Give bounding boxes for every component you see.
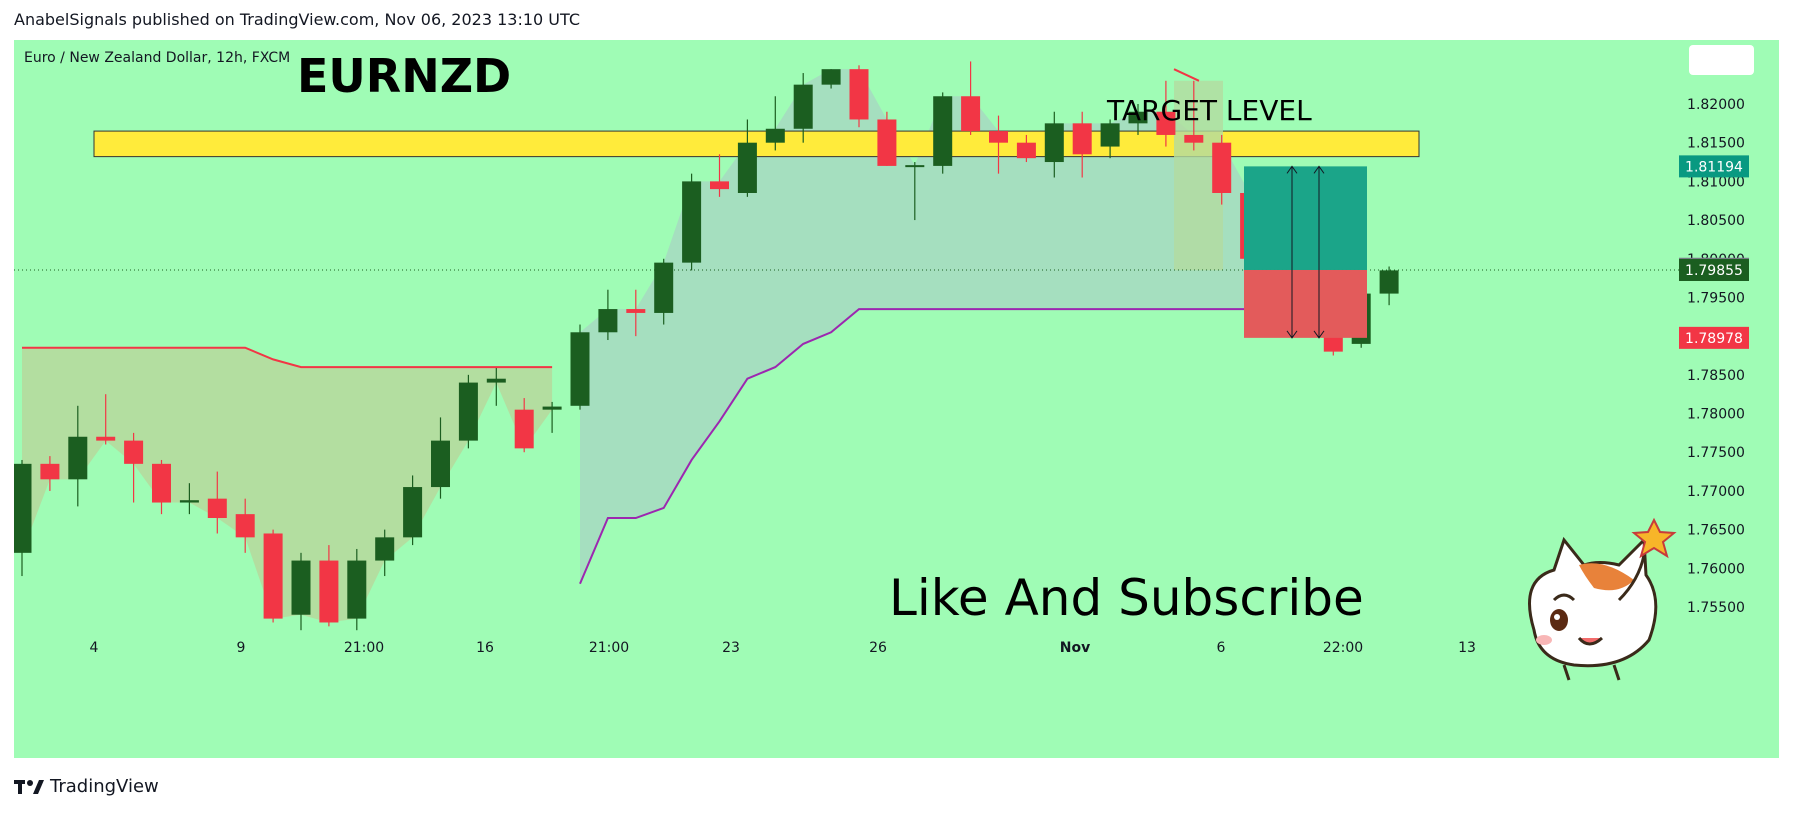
- candle-body[interactable]: [737, 142, 757, 193]
- price-label-value: 1.81194: [1685, 159, 1743, 175]
- candle-body[interactable]: [1379, 270, 1399, 294]
- y-tick-label: 1.78000: [1687, 407, 1745, 423]
- candle-body[interactable]: [877, 119, 897, 166]
- candle-body[interactable]: [933, 96, 953, 166]
- y-tick-label: 1.79500: [1687, 290, 1745, 306]
- arrow-head-up: [1313, 165, 1325, 174]
- candle-body[interactable]: [514, 409, 534, 449]
- x-tick-label: 21:00: [344, 640, 384, 656]
- y-tick-label: 1.81000: [1687, 174, 1745, 190]
- x-tick-label: 6: [1217, 640, 1226, 656]
- currency-badge[interactable]: [1689, 45, 1754, 75]
- price-label-box: [1679, 258, 1749, 281]
- price-label-value: 1.78978: [1685, 331, 1743, 347]
- tradingview-footer[interactable]: TradingView: [14, 776, 159, 797]
- price-label-box: [1679, 326, 1749, 349]
- candle-body[interactable]: [124, 440, 144, 464]
- x-tick-label: 4: [90, 640, 99, 656]
- candle-body[interactable]: [1044, 123, 1064, 163]
- candle-body[interactable]: [1016, 142, 1036, 159]
- subscribe-label: Like And Subscribe: [889, 569, 1364, 627]
- x-tick-label: 26: [869, 640, 887, 656]
- candle-body[interactable]: [403, 487, 423, 538]
- x-tick-label: 23: [722, 640, 740, 656]
- candle-body[interactable]: [765, 128, 785, 143]
- candle-body[interactable]: [319, 560, 339, 623]
- y-tick-label: 1.75500: [1687, 600, 1745, 616]
- candle-body[interactable]: [68, 436, 88, 480]
- y-tick-label: 1.80500: [1687, 213, 1745, 229]
- candle-body[interactable]: [431, 440, 450, 488]
- candle-body[interactable]: [1072, 123, 1092, 155]
- price-label-box: [1679, 155, 1749, 178]
- candle-body[interactable]: [849, 69, 869, 120]
- symbol-info: Euro / New Zealand Dollar, 12h, FXCM: [24, 50, 290, 66]
- cat-sticker: [1528, 517, 1677, 681]
- candle-body[interactable]: [626, 309, 646, 313]
- candle-body[interactable]: [207, 498, 227, 519]
- chart-area[interactable]: Euro / New Zealand Dollar, 12h, FXCM EURN…: [12, 40, 1779, 758]
- candle-body[interactable]: [458, 382, 478, 441]
- candle-body[interactable]: [40, 463, 60, 480]
- y-tick-label: 1.82000: [1687, 97, 1745, 113]
- x-tick-label: 13: [1458, 640, 1476, 656]
- publisher-header: AnabelSignals published on TradingView.c…: [14, 10, 581, 29]
- y-tick-label: 1.81500: [1687, 136, 1745, 152]
- y-tick-label: 1.78500: [1687, 368, 1745, 384]
- candle-body[interactable]: [152, 463, 171, 503]
- support-line[interactable]: [579, 308, 1334, 585]
- candle-body[interactable]: [682, 181, 702, 263]
- y-tick-label: 1.77500: [1687, 445, 1745, 461]
- price-label-value: 1.79855: [1685, 263, 1743, 279]
- chart-title: EURNZD: [297, 49, 511, 103]
- candle-body[interactable]: [96, 436, 116, 441]
- arrow-head-down: [1313, 330, 1325, 339]
- take-profit-zone[interactable]: [1244, 166, 1367, 270]
- arrow-head-up: [1286, 165, 1298, 174]
- support-cloud: [580, 69, 1334, 584]
- candle-body[interactable]: [905, 165, 925, 168]
- resistance-line[interactable]: [22, 346, 553, 369]
- candle-body[interactable]: [793, 84, 813, 129]
- candle-body[interactable]: [961, 96, 981, 132]
- x-tick-label: Nov: [1060, 640, 1090, 656]
- tradingview-logo-icon: [14, 779, 44, 794]
- candle-body[interactable]: [179, 500, 199, 503]
- footer-brand: TradingView: [50, 776, 159, 797]
- candle-body[interactable]: [291, 560, 311, 615]
- x-tick-label: 21:00: [589, 640, 629, 656]
- candlestick-chart[interactable]: Euro / New Zealand Dollar, 12h, FXCM EURN…: [12, 40, 1779, 758]
- projection-marker: [1173, 68, 1200, 82]
- target-level-label: TARGET LEVEL: [1106, 94, 1312, 127]
- y-tick-label: 1.77000: [1687, 484, 1745, 500]
- candle-body[interactable]: [1156, 111, 1176, 135]
- candle-body[interactable]: [570, 332, 590, 406]
- resistance-cloud: [22, 347, 553, 623]
- y-tick-label: 1.76500: [1687, 523, 1745, 539]
- candle-body[interactable]: [710, 181, 729, 190]
- arrow-head-down: [1286, 330, 1298, 339]
- candle-body[interactable]: [235, 514, 255, 538]
- candle-body[interactable]: [989, 131, 1008, 143]
- candle-body[interactable]: [12, 463, 32, 553]
- candle-body[interactable]: [598, 309, 618, 333]
- candle-body[interactable]: [347, 560, 367, 619]
- stop-loss-zone[interactable]: [1244, 269, 1367, 338]
- y-tick-label: 1.76000: [1687, 561, 1745, 577]
- candle-body[interactable]: [263, 533, 283, 619]
- candle-body[interactable]: [375, 537, 395, 561]
- candle-body[interactable]: [486, 378, 506, 383]
- x-tick-label: 22:00: [1323, 640, 1363, 656]
- candle-body[interactable]: [542, 406, 562, 410]
- candle-body[interactable]: [1184, 134, 1204, 143]
- candle-body[interactable]: [1100, 123, 1120, 147]
- candle-body[interactable]: [1212, 142, 1232, 193]
- x-tick-label: 16: [476, 640, 494, 656]
- candle-body[interactable]: [1128, 111, 1148, 124]
- candle-body[interactable]: [654, 262, 674, 313]
- x-tick-label: 9: [237, 640, 246, 656]
- candle-body[interactable]: [821, 69, 841, 85]
